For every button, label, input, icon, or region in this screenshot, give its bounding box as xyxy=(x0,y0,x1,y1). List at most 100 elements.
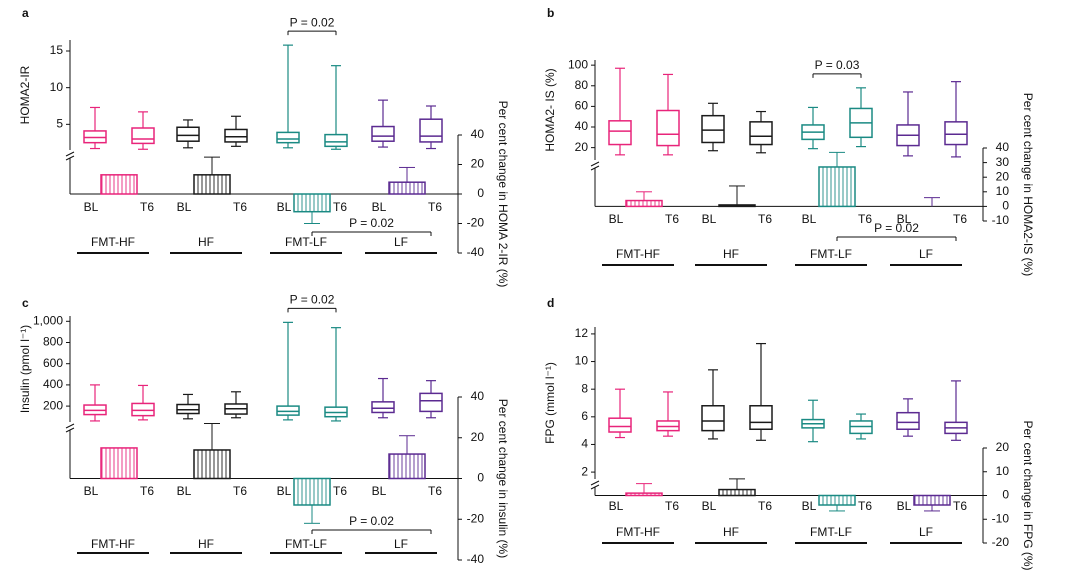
timepoint-label: BL xyxy=(802,499,817,513)
timepoint-label: T6 xyxy=(140,200,154,214)
timepoint-label: T6 xyxy=(428,200,442,214)
y-tick-label: 600 xyxy=(43,356,63,370)
y2-tick-label: 0 xyxy=(1002,488,1009,502)
change-bar xyxy=(625,492,663,497)
change-bar xyxy=(818,166,856,208)
panel-letter: c xyxy=(22,296,29,310)
y2-tick-label: 40 xyxy=(471,389,485,403)
change-bar xyxy=(718,204,756,208)
timepoint-label: BL xyxy=(897,499,912,513)
change-bar xyxy=(388,181,426,195)
timepoint-label: T6 xyxy=(953,499,967,513)
box xyxy=(944,121,968,146)
group-label: FMT-LF xyxy=(285,235,327,249)
p-value: P = 0.03 xyxy=(815,58,860,72)
y-axis-break xyxy=(590,480,600,486)
group-label: FMT-HF xyxy=(91,537,135,551)
group-label: LF xyxy=(919,247,933,261)
group-label: HF xyxy=(198,537,214,551)
y-tick-label: 8 xyxy=(581,381,588,395)
box xyxy=(608,120,632,146)
group-label: LF xyxy=(919,525,933,539)
timepoint-label: BL xyxy=(84,484,99,498)
y2-tick-label: 10 xyxy=(996,184,1010,198)
change-bar xyxy=(293,477,331,506)
y2-tick-label: -10 xyxy=(992,511,1010,525)
change-bar xyxy=(100,447,138,480)
box xyxy=(749,405,773,431)
timepoint-label: T6 xyxy=(333,200,347,214)
y2-tick-label: -40 xyxy=(467,552,485,566)
change-bar xyxy=(818,494,856,506)
box xyxy=(276,405,300,416)
timepoint-label: T6 xyxy=(140,484,154,498)
y2-tick-label: 0 xyxy=(1002,199,1009,213)
y-axis-label: Insulin (pmol l⁻¹) xyxy=(18,325,32,413)
y-tick-label: 400 xyxy=(43,377,63,391)
timepoint-label: T6 xyxy=(758,212,772,226)
box xyxy=(701,114,725,144)
box xyxy=(276,131,300,144)
y2-tick-label: -20 xyxy=(467,511,485,525)
y-tick-label: 60 xyxy=(575,99,589,113)
group-label: HF xyxy=(198,235,214,249)
timepoint-label: BL xyxy=(702,212,717,226)
y-tick-label: 1,000 xyxy=(33,313,63,327)
group-label: FMT-LF xyxy=(810,525,852,539)
timepoint-label: BL xyxy=(802,212,817,226)
box xyxy=(701,405,725,432)
y2-tick-label: -10 xyxy=(992,213,1010,227)
timepoint-label: T6 xyxy=(858,212,872,226)
group-label: HF xyxy=(723,525,739,539)
timepoint-label: T6 xyxy=(233,200,247,214)
y2-tick-label: 10 xyxy=(996,464,1010,478)
y-tick-label: 6 xyxy=(581,409,588,423)
panel-letter: a xyxy=(22,6,29,20)
y-tick-label: 12 xyxy=(575,326,589,340)
y2-tick-label: 0 xyxy=(477,471,484,485)
timepoint-label: T6 xyxy=(953,212,967,226)
box xyxy=(131,127,155,145)
group-label: FMT-HF xyxy=(616,247,660,261)
y2-tick-label: -40 xyxy=(467,245,485,259)
timepoint-label: BL xyxy=(609,212,624,226)
y2-tick-label: 30 xyxy=(996,155,1010,169)
change-bar xyxy=(718,488,756,497)
panel-letter: d xyxy=(547,296,554,310)
y-tick-label: 80 xyxy=(575,78,589,92)
group-label: HF xyxy=(723,247,739,261)
timepoint-label: BL xyxy=(277,200,292,214)
panel: a 5 10 15 HOMA2-IR -40 -20 0 20 40 Per cent change… xyxy=(18,6,510,287)
y2-tick-label: 20 xyxy=(996,440,1010,454)
y-tick-label: 4 xyxy=(581,437,588,451)
timepoint-label: T6 xyxy=(665,212,679,226)
p-value: P = 0.02 xyxy=(290,15,335,29)
y-axis-break xyxy=(590,161,600,167)
change-bar xyxy=(193,449,231,480)
box xyxy=(371,401,395,414)
y-axis-label: FPG (mmol l⁻¹) xyxy=(543,362,557,444)
timepoint-label: BL xyxy=(177,200,192,214)
p-value: P = 0.02 xyxy=(874,221,919,235)
box xyxy=(419,392,443,413)
y-tick-label: 10 xyxy=(575,354,589,368)
timepoint-label: T6 xyxy=(665,499,679,513)
change-bar xyxy=(193,174,231,195)
box xyxy=(324,133,348,148)
y2-tick-label: -20 xyxy=(992,535,1010,549)
group-label: FMT-LF xyxy=(810,247,852,261)
p-value: P = 0.02 xyxy=(349,216,394,230)
box xyxy=(224,128,248,143)
timepoint-label: T6 xyxy=(758,499,772,513)
y2-tick-label: -20 xyxy=(467,216,485,230)
change-bar xyxy=(625,199,663,208)
change-bar xyxy=(388,453,426,480)
box xyxy=(749,121,773,146)
timepoint-label: T6 xyxy=(858,499,872,513)
y2-axis-label: Per cent change in HOMA 2-IR (%) xyxy=(496,101,510,288)
change-bar xyxy=(100,174,138,195)
box xyxy=(656,109,680,147)
change-bar xyxy=(293,193,331,213)
